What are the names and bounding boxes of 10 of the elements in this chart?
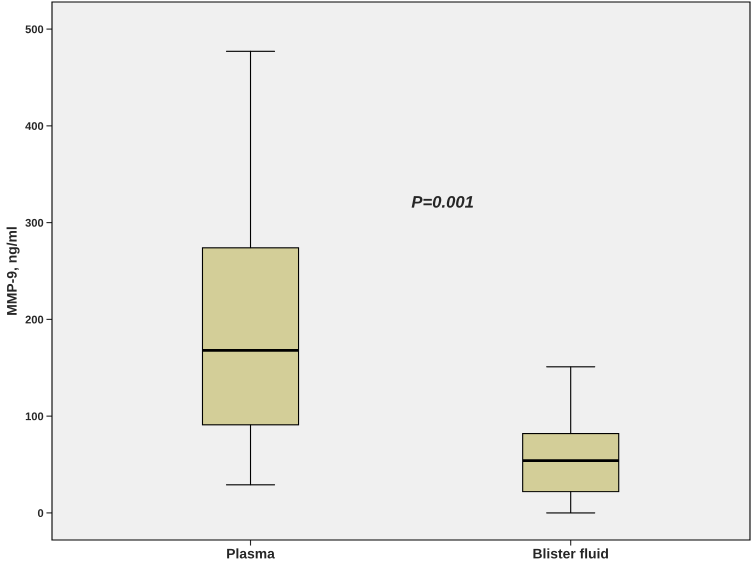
y-tick-label: 0 <box>38 509 44 518</box>
y-axis-title: MMP-9, ng/ml <box>6 227 20 315</box>
y-tick-label: 300 <box>25 218 44 227</box>
y-tick-label: 400 <box>25 122 44 130</box>
y-tick-label: 200 <box>26 316 44 324</box>
x-tick-label: Blister fluid <box>533 548 608 559</box>
annotation: P=0.001 <box>412 196 474 208</box>
y-tick-label: 100 <box>26 412 44 420</box>
y-tick-label: 500 <box>25 25 44 34</box>
x-tick-label: Plasma <box>227 548 275 559</box>
